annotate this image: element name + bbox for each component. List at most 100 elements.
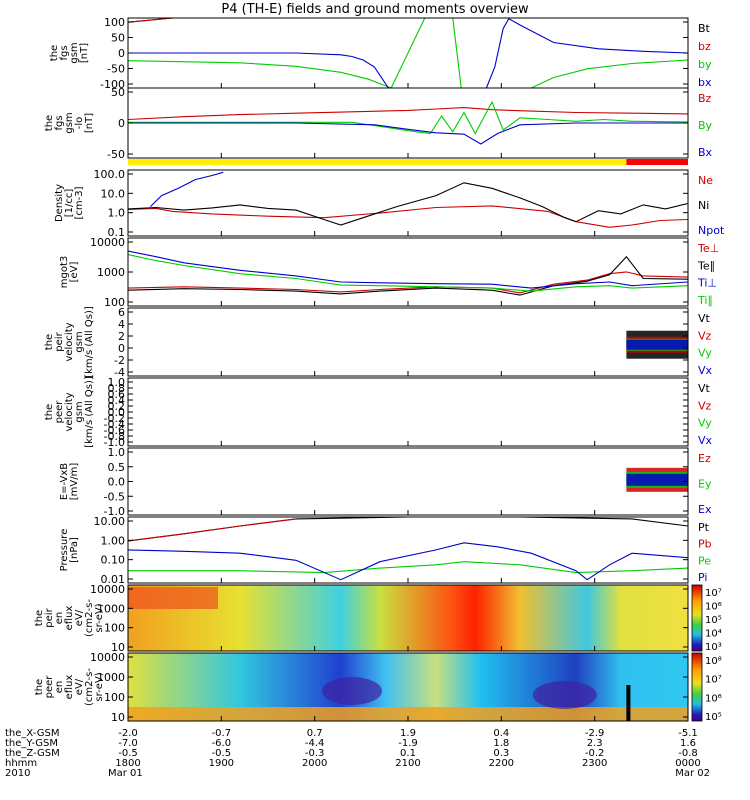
panel-3: 100.0 10.0 1.0 0.1 Density [1/cc] [cm-3] Ne Ni Np… [54, 168, 725, 239]
y-tick-label: -2 [114, 354, 125, 367]
legend-Pt: Pt [698, 521, 710, 534]
y-label-line: the [44, 404, 55, 420]
legend-Te⊥: Te⊥ [697, 242, 719, 255]
noise-Ex [626, 473, 688, 486]
y-label-line: [nT] [84, 113, 95, 133]
panel-frame [127, 516, 689, 584]
legend-Vz: Vz [698, 329, 712, 342]
legend-Npot: Npot [698, 224, 725, 237]
y-tick-label: -50 [107, 148, 125, 161]
y-label-line: eV/ [74, 678, 85, 695]
y-label-line: eflux [64, 606, 75, 631]
x-tick-value: Mar 02 [675, 768, 710, 779]
y-tick-label: 2 [118, 330, 125, 343]
y-tick-label: 1000 [97, 671, 125, 684]
y-label-line: the [44, 334, 55, 350]
x-tick-value: 1800 [115, 758, 140, 769]
colorbar-tick-label: 10⁵ [705, 712, 722, 723]
y-axis-label: the peir en eflux eV/(cm2-s-sr-eV) [34, 599, 105, 637]
series-bx [128, 18, 688, 88]
legend-Bx: Bx [698, 146, 713, 159]
colorbar [691, 584, 703, 652]
series-Pi [128, 542, 688, 581]
y-tick-label: 10000 [90, 236, 125, 249]
legend-Ez: Ez [698, 452, 711, 465]
panel-8: 10.00 1.00 0.10 0.01 Pressure [nPa] Pt Pb Pe Pi [59, 515, 712, 586]
legend-Pb: Pb [698, 538, 712, 551]
y-tick-label: -50 [107, 63, 125, 76]
x-tick-value: 0.4 [493, 728, 509, 739]
legend-Vz: Vz [698, 399, 712, 412]
colorbar-tick-label: 10⁷ [705, 675, 722, 686]
legend-Vt: Vt [698, 382, 711, 395]
panel-frame [127, 377, 689, 447]
x-axis-labels: the_X-GSMthe_Y-GSMthe_Z-GSMhhmm2010-2.0-… [5, 728, 710, 779]
y-tick-label: -0.2 [104, 412, 125, 425]
x-tick-value: 2000 [302, 758, 327, 769]
y-label-line: velocity [64, 322, 75, 361]
x-tick-value: 1.9 [400, 728, 416, 739]
legend-Ti∥: Ti∥ [697, 294, 713, 307]
x-tick-value: -2.9 [585, 728, 605, 739]
legend-Vx: Vx [698, 434, 713, 447]
y-label-line: peer [44, 675, 55, 699]
flux-minimum [322, 677, 382, 705]
y-label-line: gsm [74, 331, 85, 352]
colorbar-tick-label: 10⁵ [705, 615, 722, 626]
colorbar-tick-label: 10⁷ [705, 588, 722, 599]
y-label-line: Pressure [59, 529, 70, 572]
y-tick-label: -0.4 [104, 418, 125, 431]
y-tick-label: -0.6 [104, 424, 125, 437]
legend-Ey: Ey [698, 478, 712, 491]
y-label-line: gsm [74, 401, 85, 422]
y-tick-label: -0.8 [104, 430, 125, 443]
x-tick-value: 2.3 [587, 738, 603, 749]
x-row-label: hhmm [5, 758, 37, 769]
y-label-line: -lo [74, 117, 85, 130]
y-tick-label: -4 [114, 366, 125, 379]
y-label-line: (cm2-s- [84, 668, 95, 706]
y-tick-label: 6 [118, 306, 125, 319]
y-label-line: gsm [64, 112, 75, 133]
y-label-line: [eV] [69, 262, 80, 283]
x-tick-value: 0.3 [493, 748, 509, 759]
legend-Vy: Vy [698, 417, 712, 430]
panel-1: 100 50 0 -50 -100 the fgs gsm [nT] Bt bz by bx [49, 16, 712, 91]
y-label-line: eflux [64, 675, 75, 700]
y-label-line: Density [54, 184, 65, 222]
panel-6: 1.00.80.60.40.20.0-0.2-0.4-0.6-0.8-1.0 th… [44, 376, 713, 449]
y-axis-label: Pressure [nPa] [59, 529, 80, 572]
y-label-line: gsm [69, 42, 80, 63]
legend-By: By [698, 119, 713, 132]
y-tick-label: 100 [104, 691, 125, 704]
flux-minimum [532, 681, 597, 709]
series-Pt [128, 517, 688, 542]
y-tick-label: 0 [118, 342, 125, 355]
y-label-line: peir [54, 331, 65, 351]
y-label-line: fgs [59, 45, 70, 60]
legend-Te∥: Te∥ [697, 259, 715, 272]
x-tick-value: -0.7 [212, 728, 232, 739]
y-tick-label: 0.10 [101, 554, 126, 567]
y-tick-label: 10000 [90, 583, 125, 596]
y-label-line: the [34, 679, 45, 695]
legend-Ni: Ni [698, 199, 709, 212]
panel-frame [127, 307, 689, 377]
data-gap-bar [626, 685, 631, 721]
y-tick-label: 10.0 [101, 187, 126, 200]
y-axis-label: mgot3 [eV] [59, 256, 80, 289]
y-tick-label: 1.0 [108, 446, 126, 459]
x-tick-value: -7.0 [118, 738, 138, 749]
y-tick-label: 10.00 [94, 515, 126, 528]
x-row-label: the_X-GSM [5, 728, 59, 739]
y-label-line: sr-eV) [94, 672, 105, 701]
y-tick-label: 1000 [97, 266, 125, 279]
y-tick-label: 0.4 [108, 394, 126, 407]
y-tick-label: 1000 [97, 602, 125, 615]
x-tick-value: -0.5 [212, 748, 232, 759]
x-tick-value: -0.8 [678, 748, 698, 759]
x-row-label: 2010 [5, 768, 30, 779]
x-tick-value: 0.7 [307, 728, 323, 739]
